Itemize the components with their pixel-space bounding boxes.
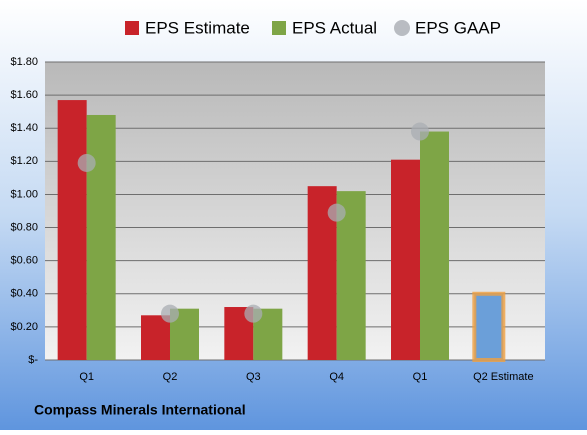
x-tick-label: Q2 bbox=[163, 371, 178, 383]
x-tick-label: Q1 bbox=[79, 371, 94, 383]
y-tick-label: $0.20 bbox=[10, 321, 38, 333]
gaap-marker bbox=[411, 122, 429, 141]
plot-area bbox=[45, 62, 545, 360]
bar bbox=[141, 315, 170, 360]
legend-label: EPS Estimate bbox=[145, 18, 250, 37]
y-tick-label: $1.60 bbox=[10, 89, 38, 101]
bar bbox=[420, 131, 449, 360]
x-tick-label: Q4 bbox=[329, 371, 344, 383]
bar bbox=[391, 159, 420, 360]
gaap-marker bbox=[244, 304, 263, 323]
bar bbox=[86, 114, 116, 360]
x-tick-label: Q3 bbox=[246, 371, 261, 383]
legend-marker bbox=[272, 21, 286, 35]
y-tick-label: $- bbox=[28, 354, 38, 366]
y-tick-label: $0.60 bbox=[10, 255, 38, 267]
x-tick-label: Q1 bbox=[413, 371, 428, 383]
y-tick-label: $1.20 bbox=[10, 155, 38, 167]
bar bbox=[57, 100, 87, 361]
gaap-marker bbox=[77, 153, 96, 172]
y-tick-label: $0.40 bbox=[10, 288, 38, 300]
legend-marker bbox=[125, 21, 139, 35]
legend-label: EPS Actual bbox=[292, 18, 377, 37]
gaap-marker bbox=[327, 203, 346, 222]
gaap-marker bbox=[161, 304, 179, 323]
legend-marker bbox=[394, 20, 410, 36]
x-tick-label: Q2 Estimate bbox=[473, 371, 534, 383]
y-tick-label: $0.80 bbox=[10, 221, 38, 233]
y-tick-label: $1.00 bbox=[10, 188, 38, 200]
chart-title: Compass Minerals International bbox=[34, 402, 246, 418]
y-tick-label: $1.40 bbox=[10, 122, 38, 134]
bar bbox=[472, 291, 506, 362]
legend-label: EPS GAAP bbox=[415, 18, 501, 37]
y-tick-label: $1.80 bbox=[10, 56, 38, 68]
